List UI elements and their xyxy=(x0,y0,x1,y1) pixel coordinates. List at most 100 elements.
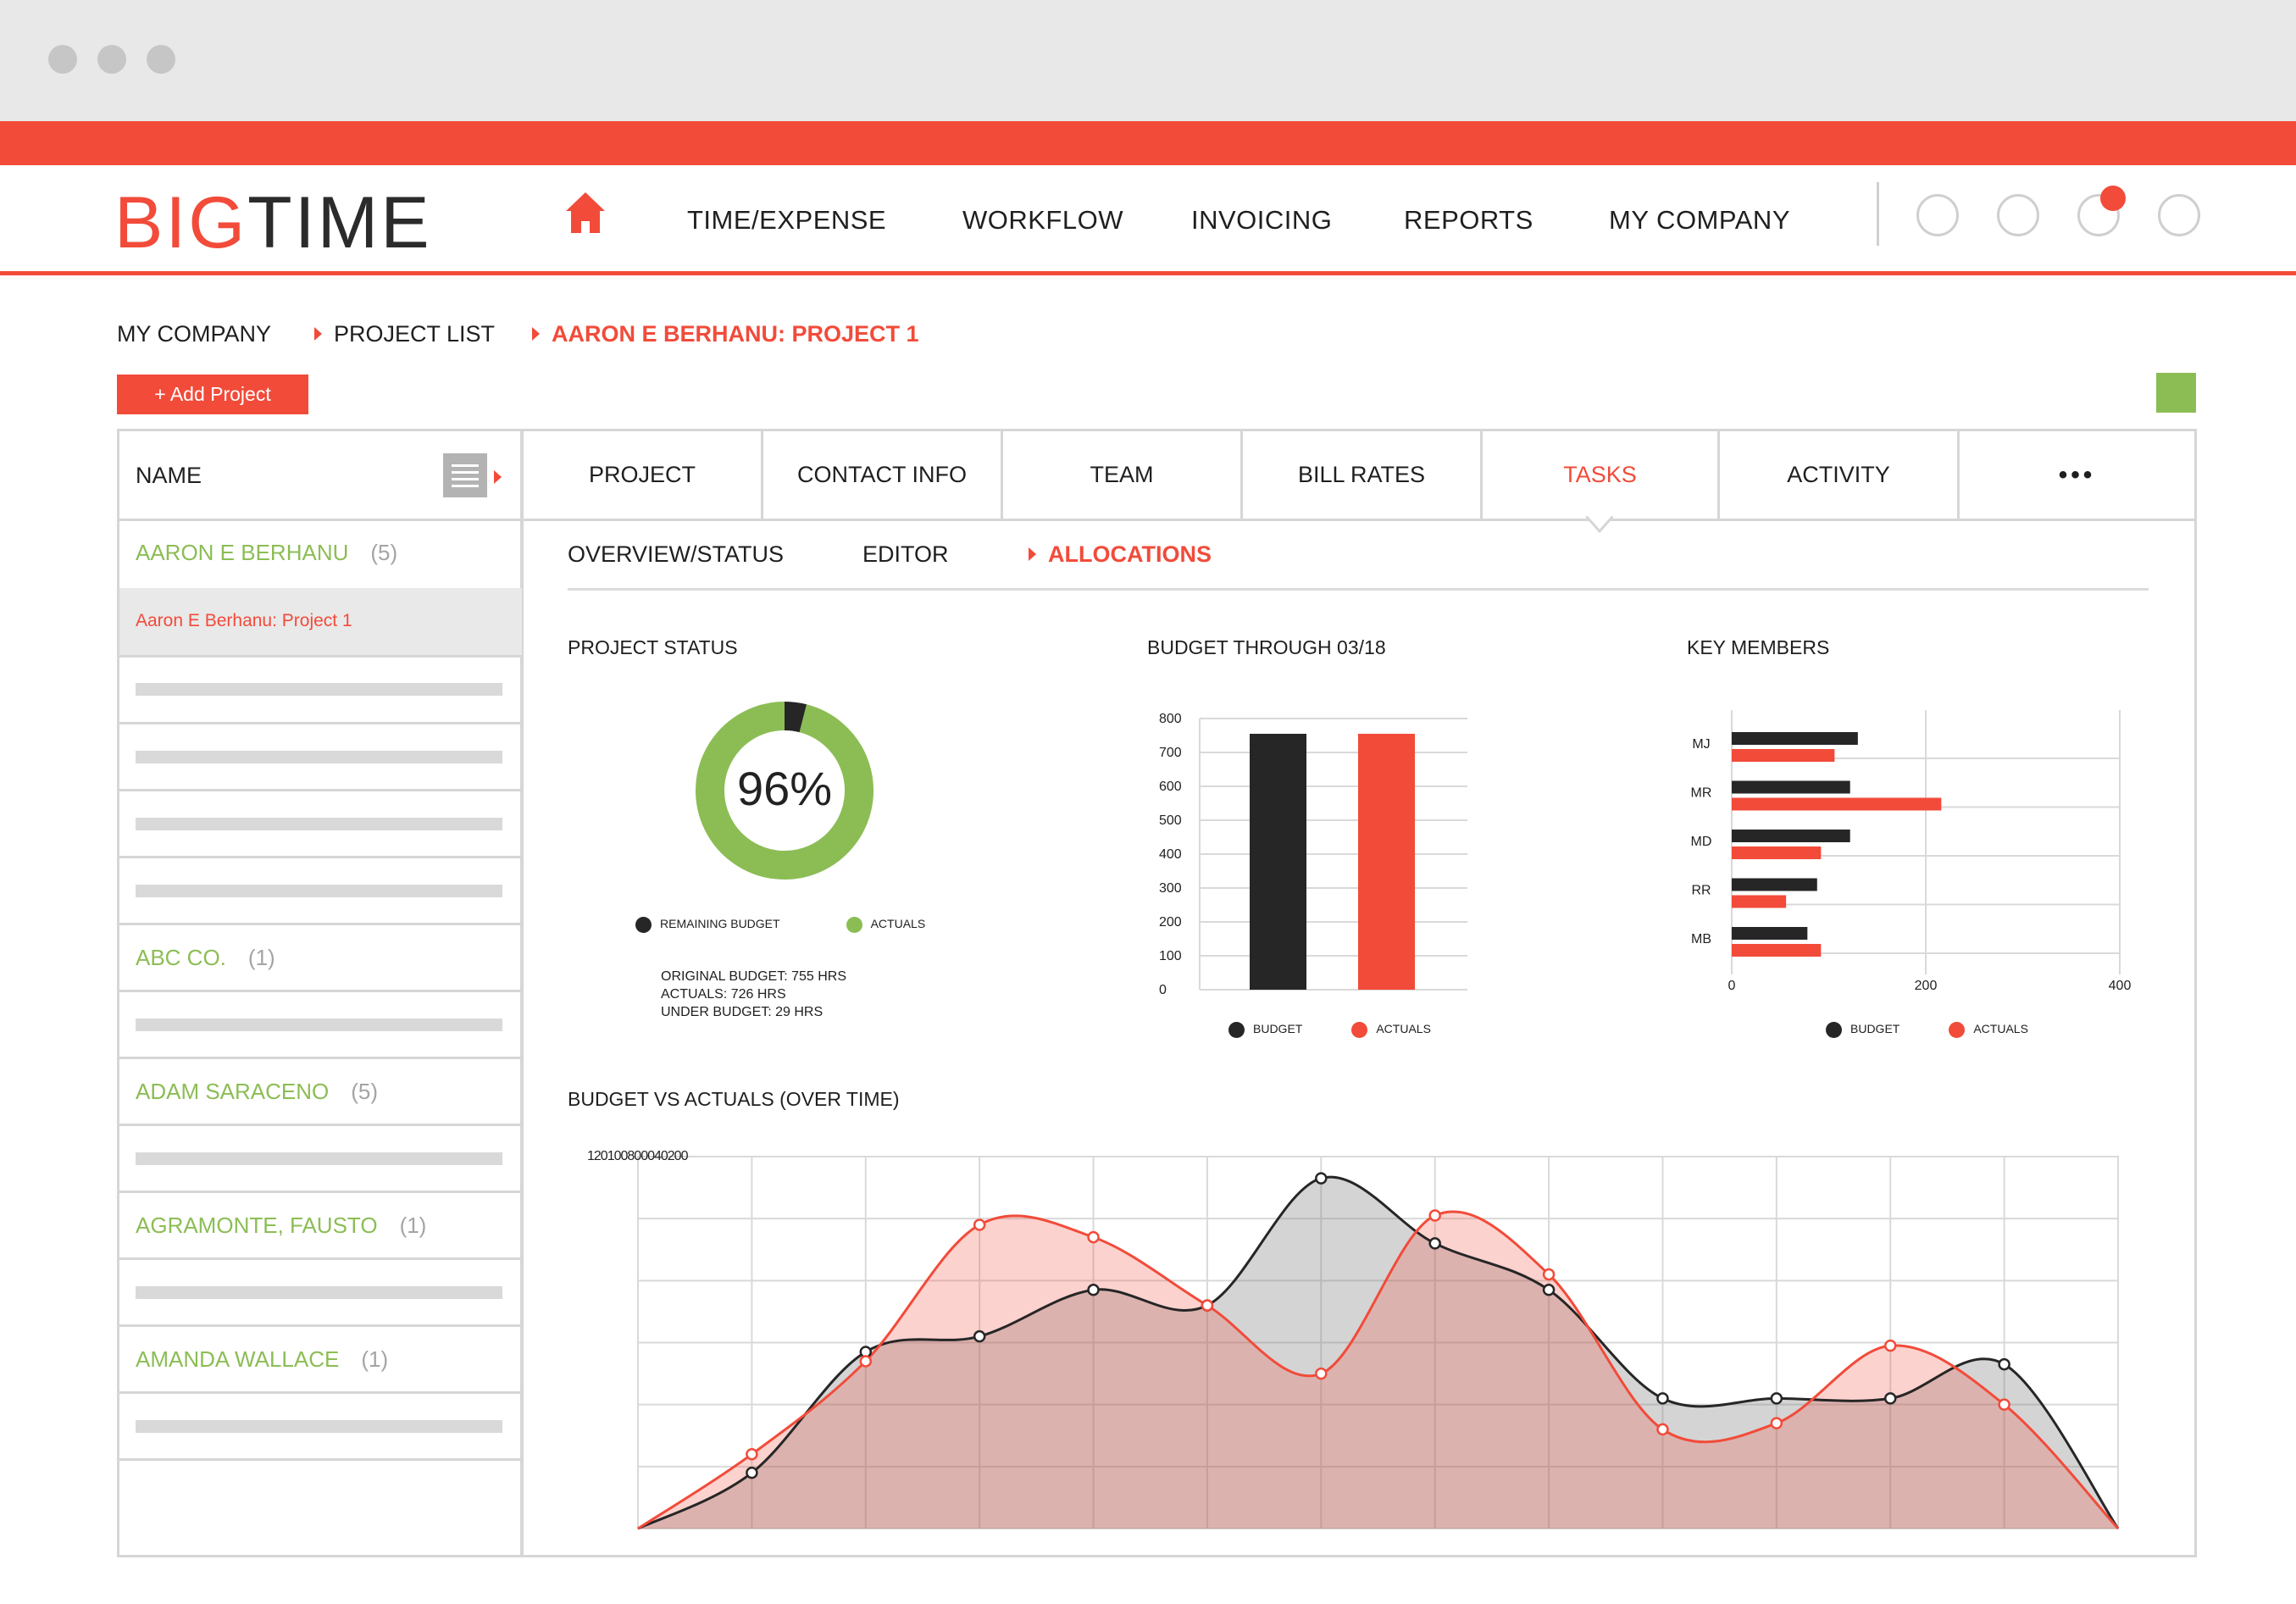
app-header xyxy=(0,165,2296,273)
window-maximize-dot[interactable] xyxy=(147,45,175,74)
notification-badge xyxy=(2100,186,2126,211)
donut-slice-actuals xyxy=(696,702,873,880)
placeholder-row xyxy=(136,1420,502,1433)
window-minimize-dot[interactable] xyxy=(97,45,126,74)
breadcrumb-project-list-label: PROJECT LIST xyxy=(334,321,496,347)
client-name[interactable]: AMANDA WALLACE (1) xyxy=(136,1346,388,1373)
help-icon[interactable] xyxy=(1997,194,2039,236)
status-indicator[interactable] xyxy=(2156,373,2196,413)
data-point-budget xyxy=(1542,1284,1556,1296)
breadcrumb-current: AARON E BERHANU: PROJECT 1 xyxy=(532,321,919,347)
member-bar-actuals xyxy=(1732,944,1822,957)
breadcrumb-my-company[interactable]: MY COMPANY xyxy=(117,321,272,347)
member-bar-actuals xyxy=(1732,846,1822,859)
member-bar-budget xyxy=(1732,878,1817,891)
search-icon[interactable] xyxy=(1916,194,1959,236)
tab-project[interactable]: PROJECT xyxy=(524,431,763,521)
tab-activity[interactable]: ACTIVITY xyxy=(1720,431,1960,521)
client-name[interactable]: AGRAMONTE, FAUSTO (1) xyxy=(136,1213,426,1239)
legend-item: BUDGET xyxy=(1826,1022,1899,1038)
placeholder-row xyxy=(136,1286,502,1299)
y-tick-label: 800 xyxy=(1159,712,1182,726)
list-item[interactable] xyxy=(119,1124,522,1193)
client-name-label: AMANDA WALLACE xyxy=(136,1346,340,1372)
list-header xyxy=(119,431,522,521)
x-tick-label: 0 xyxy=(1728,979,1736,993)
list-item[interactable] xyxy=(119,1324,522,1394)
y-tick-label: 700 xyxy=(1159,746,1182,760)
bar-actuals xyxy=(1358,734,1415,990)
user-avatar-icon[interactable] xyxy=(2158,194,2200,236)
list-item[interactable] xyxy=(119,990,522,1059)
selected-project-label[interactable]: Aaron E Berhanu: Project 1 xyxy=(136,611,352,630)
add-project-button[interactable]: + Add Project xyxy=(117,375,308,414)
client-count: (1) xyxy=(247,945,275,970)
client-name-label: ABC CO. xyxy=(136,945,226,970)
nav-reports[interactable]: REPORTS xyxy=(1404,205,1533,235)
nav-my-company[interactable]: MY COMPANY xyxy=(1609,205,1790,235)
legend-item: ACTUALS xyxy=(846,917,925,933)
subtab-allocations[interactable]: ALLOCATIONS xyxy=(1029,541,1212,568)
legend-item: REMAINING BUDGET xyxy=(635,917,780,933)
breadcrumb-project-list[interactable]: PROJECT LIST xyxy=(314,321,495,347)
list-item[interactable] xyxy=(119,1191,522,1260)
client-count: (5) xyxy=(351,1079,379,1104)
area-fill-budget xyxy=(638,1177,2118,1529)
subtab-editor[interactable]: EDITOR xyxy=(862,541,949,567)
project-status-title: PROJECT STATUS xyxy=(568,636,738,658)
list-icon[interactable] xyxy=(443,453,487,497)
placeholder-row xyxy=(136,818,502,830)
list-item[interactable] xyxy=(119,923,522,992)
donut-percent-label: 96% xyxy=(736,762,833,815)
window-close-dot[interactable] xyxy=(48,45,77,74)
timeline-chart-title: BUDGET VS ACTUALS (OVER TIME) xyxy=(568,1088,900,1110)
data-point-actuals xyxy=(859,1355,873,1368)
tab-tasks[interactable]: TASKS xyxy=(1483,431,1720,521)
list-item-selected[interactable] xyxy=(119,588,522,658)
client-name[interactable]: ADAM SARACENO (5) xyxy=(136,1079,378,1105)
y-tick-label: 100 xyxy=(1159,949,1182,963)
data-point-budget xyxy=(973,1329,986,1343)
data-point-actuals xyxy=(1770,1417,1783,1429)
data-point-budget xyxy=(1656,1392,1669,1405)
y-tick-label: 200 xyxy=(1159,915,1182,930)
placeholder-row xyxy=(136,683,502,696)
tab-contact-info[interactable]: CONTACT INFO xyxy=(763,431,1003,521)
list-item[interactable] xyxy=(119,1257,522,1327)
list-item[interactable] xyxy=(119,1391,522,1461)
caret-right-icon xyxy=(532,326,540,341)
project-status-notes: ORIGINAL BUDGET: 755 HRS ACTUALS: 726 HR… xyxy=(661,968,846,1021)
tab-team[interactable]: TEAM xyxy=(1003,431,1243,521)
project-status-donut xyxy=(696,702,873,880)
data-point-actuals xyxy=(973,1218,986,1231)
tab-bill-rates[interactable]: BILL RATES xyxy=(1243,431,1483,521)
nav-invoicing[interactable]: INVOICING xyxy=(1191,205,1333,235)
nav-time-expense[interactable]: TIME/EXPENSE xyxy=(687,205,887,235)
series-line-actuals xyxy=(637,1210,2120,1530)
list-item[interactable] xyxy=(119,856,522,925)
member-bar-budget xyxy=(1732,830,1850,842)
client-name-label: ADAM SARACENO xyxy=(136,1079,330,1104)
logo-part-big: BIG xyxy=(114,182,248,264)
y-axis-overlapping-labels: 120100800040200 xyxy=(587,1149,688,1163)
list-item[interactable] xyxy=(119,722,522,791)
list-item[interactable] xyxy=(119,1057,522,1126)
list-item[interactable] xyxy=(119,655,522,724)
y-category-label: RR xyxy=(1691,884,1711,898)
bigtime-logo[interactable]: BIGTIME xyxy=(114,186,432,259)
x-tick-label: 200 xyxy=(1915,979,1938,993)
subtab-overview-status[interactable]: OVERVIEW/STATUS xyxy=(568,541,785,567)
legend-label: BUDGET xyxy=(1253,1022,1303,1036)
member-bar-budget xyxy=(1732,927,1808,940)
list-item[interactable] xyxy=(119,789,522,858)
home-icon[interactable] xyxy=(566,192,605,233)
nav-workflow[interactable]: WORKFLOW xyxy=(962,205,1123,235)
client-name[interactable]: ABC CO. (1) xyxy=(136,945,275,971)
legend-dot xyxy=(635,917,652,933)
plot-frame xyxy=(637,1156,2119,1529)
project-detail-panel xyxy=(522,429,2197,1557)
tab-more[interactable]: ••• xyxy=(1960,431,2194,521)
client-name[interactable]: AARON E BERHANU (5) xyxy=(136,540,397,566)
data-point-actuals xyxy=(1542,1268,1556,1281)
data-point-actuals xyxy=(1656,1423,1669,1436)
